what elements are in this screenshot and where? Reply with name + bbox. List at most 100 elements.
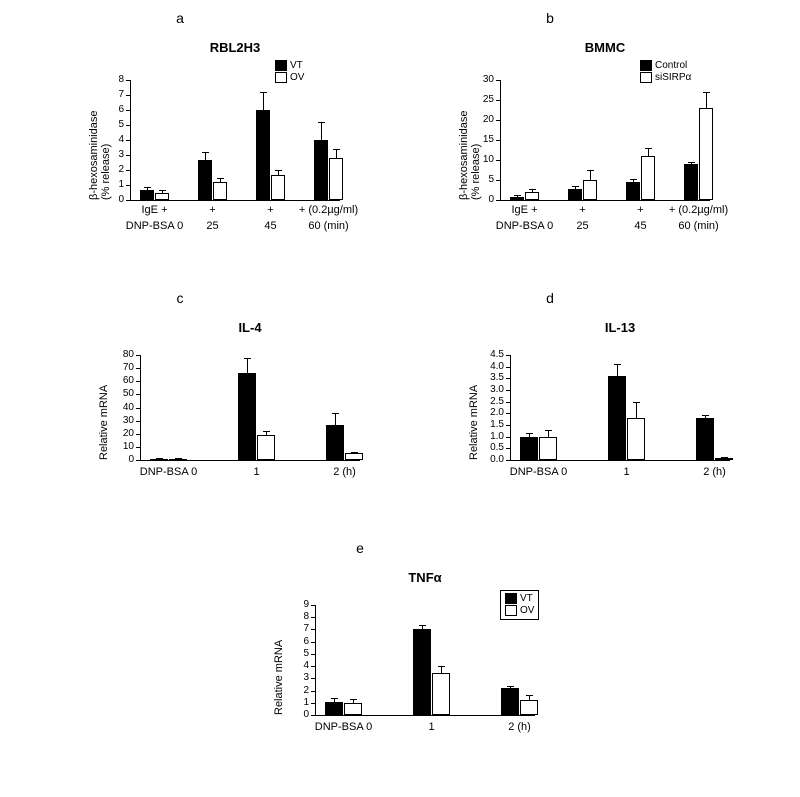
x-row2: 2 (h) [508, 721, 531, 733]
x-row1: IgE + [512, 204, 538, 216]
legend-swatch [505, 605, 517, 616]
x-row1: + [579, 204, 585, 216]
panel-label-a: a [165, 10, 195, 26]
bar [257, 435, 275, 460]
bar [501, 688, 519, 715]
bar [684, 164, 698, 200]
bar [699, 108, 713, 200]
legend-label: VT [290, 60, 303, 71]
y-axis-label: Relative mRNA [98, 385, 110, 460]
x-row1: + (0.2µg/ml) [669, 204, 728, 216]
panel-label-d: d [535, 290, 565, 306]
y-tick-label: 25 [470, 94, 494, 105]
x-row2: DNP-BSA 0 [496, 220, 553, 232]
x-row2: 1 [428, 721, 434, 733]
x-row1: IgE + [142, 204, 168, 216]
x-row2: DNP-BSA 0 [126, 220, 183, 232]
legend-label: OV [290, 72, 304, 83]
y-tick-label: 80 [110, 349, 134, 360]
y-tick-label: 60 [110, 375, 134, 386]
bar [715, 458, 733, 460]
legend-label: Control [655, 60, 687, 71]
x-row2: 25 [576, 220, 588, 232]
bar [344, 703, 362, 715]
y-tick-label: 30 [470, 74, 494, 85]
chart-title-d: IL-13 [510, 320, 730, 335]
legend: ControlsiSIRPα [640, 60, 691, 84]
y-tick-label: 0 [285, 709, 309, 720]
x-row2: 1 [253, 466, 259, 478]
y-tick-label: 8 [285, 611, 309, 622]
legend-label: VT [520, 593, 533, 604]
bar [256, 110, 270, 200]
y-tick-label: 50 [110, 388, 134, 399]
legend-swatch [640, 60, 652, 71]
x-row2: DNP-BSA 0 [315, 721, 372, 733]
bar [413, 629, 431, 715]
bar [326, 425, 344, 460]
y-tick-label: 3 [285, 672, 309, 683]
y-tick-label: 40 [110, 402, 134, 413]
bar [271, 175, 285, 201]
y-tick-label: 4.0 [480, 361, 504, 372]
x-row2: 2 (h) [333, 466, 356, 478]
y-tick-label: 7 [100, 89, 124, 100]
bar [213, 182, 227, 200]
chart-title-a: RBL2H3 [130, 40, 340, 55]
bar [525, 192, 539, 200]
y-tick-label: 7 [285, 623, 309, 634]
y-tick-label: 3.5 [480, 372, 504, 383]
bar [583, 180, 597, 200]
x-row2: 45 [634, 220, 646, 232]
legend: VTOV [500, 590, 539, 620]
y-tick-label: 8 [100, 74, 124, 85]
y-axis-label: β-hexosaminidase(% release) [88, 111, 112, 200]
x-row1: + [267, 204, 273, 216]
x-row2: DNP-BSA 0 [510, 466, 567, 478]
y-tick-label: 20 [110, 428, 134, 439]
x-row1: + (0.2µg/ml) [299, 204, 358, 216]
panel-label-c: c [165, 290, 195, 306]
y-tick-label: 70 [110, 362, 134, 373]
legend-swatch [505, 593, 517, 604]
legend-swatch [640, 72, 652, 83]
y-axis-label: Relative mRNA [273, 640, 285, 715]
x-row2: 60 (min) [308, 220, 348, 232]
x-row2: 1 [623, 466, 629, 478]
bar [520, 700, 538, 715]
y-tick-label: 9 [285, 599, 309, 610]
legend-label: siSIRPα [655, 72, 691, 83]
bar [626, 182, 640, 200]
y-tick-label: 30 [110, 415, 134, 426]
y-tick-label: 6 [285, 636, 309, 647]
y-tick-label: 1.5 [480, 419, 504, 430]
bar [238, 373, 256, 460]
y-tick-label: 4 [285, 660, 309, 671]
bar [325, 702, 343, 715]
chart-title-b: BMMC [500, 40, 710, 55]
y-axis-label: β-hexosaminidase(% release) [458, 111, 482, 200]
bar [198, 160, 212, 201]
bar [329, 158, 343, 200]
bar [627, 418, 645, 460]
legend-swatch [275, 72, 287, 83]
x-row2: 45 [264, 220, 276, 232]
y-tick-label: 2 [285, 685, 309, 696]
bar [608, 376, 626, 460]
y-tick-label: 3.0 [480, 384, 504, 395]
x-row2: 2 (h) [703, 466, 726, 478]
x-row1: + [209, 204, 215, 216]
bar [696, 418, 714, 460]
bar [140, 190, 154, 201]
y-axis-label: Relative mRNA [468, 385, 480, 460]
bar [568, 189, 582, 200]
bar [345, 453, 363, 460]
y-tick-label: 1.0 [480, 431, 504, 442]
x-row1: + [637, 204, 643, 216]
bar [432, 673, 450, 715]
legend: VTOV [275, 60, 304, 84]
y-tick-label: 1 [285, 697, 309, 708]
y-tick-label: 10 [110, 441, 134, 452]
chart-title-c: IL-4 [140, 320, 360, 335]
legend-swatch [275, 60, 287, 71]
